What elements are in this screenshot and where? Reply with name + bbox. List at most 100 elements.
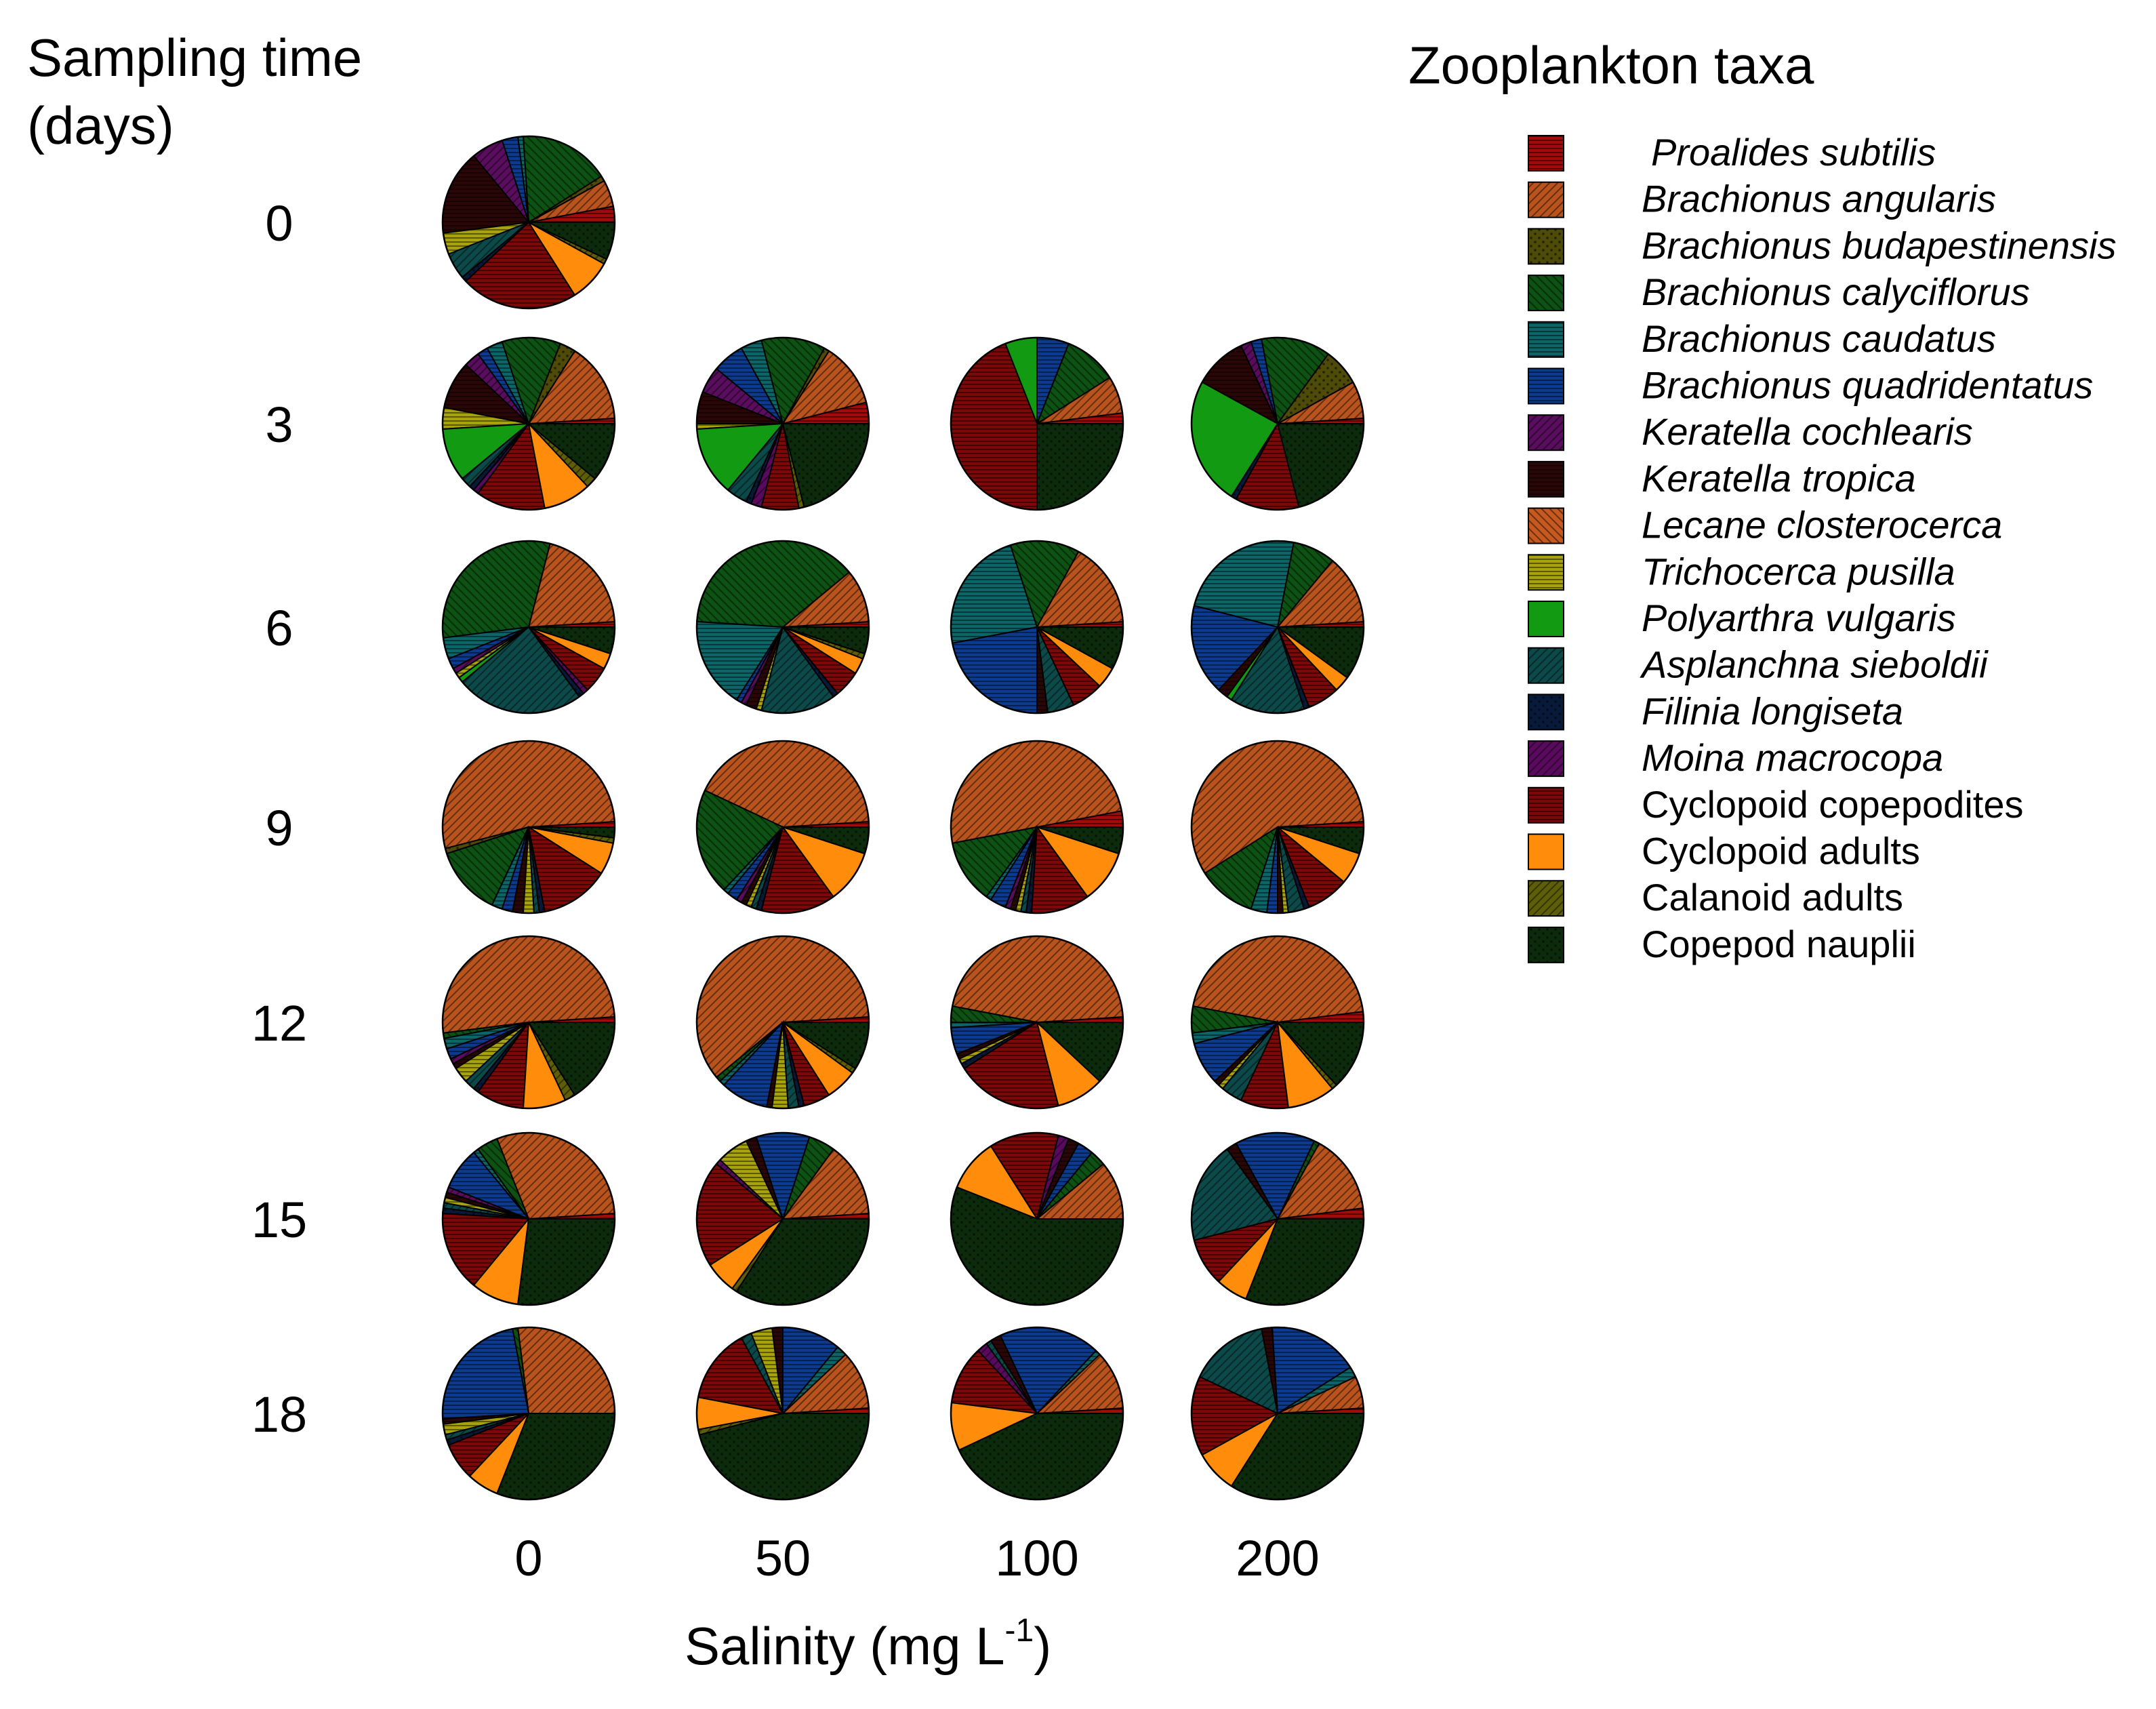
legend-label-k_tropica: Keratella tropica	[1642, 457, 1916, 500]
legend-swatch-moina	[1528, 740, 1564, 778]
pie-day-3-salinity-200	[1190, 336, 1365, 511]
legend-label-b_quadridentatus: Brachionus quadridentatus	[1642, 364, 2093, 407]
legend-item-b_quadridentatus: Brachionus quadridentatus	[1528, 364, 2093, 407]
pie-outline	[441, 1326, 616, 1501]
legend-swatch-b_calyciflorus	[1528, 275, 1564, 312]
legend-item-calanoid: Calanoid adults	[1528, 876, 1903, 919]
sampling-time-label-15: 15	[251, 1192, 307, 1248]
pie-day-0-salinity-0	[441, 135, 616, 310]
pie-day-3-salinity-0	[441, 336, 616, 511]
sampling-time-label-9: 9	[265, 800, 293, 856]
legend-item-b_budapestinensis: Brachionus budapestinensis	[1528, 224, 2116, 266]
pie-day-12-salinity-0	[441, 935, 616, 1110]
legend-label-b_angularis: Brachionus angularis	[1642, 178, 1996, 220]
pie-outline	[441, 135, 616, 310]
y-header-line-1: Sampling time	[27, 28, 362, 87]
pie-day-15-salinity-50	[695, 1131, 870, 1306]
x-axis-label-main: Salinity (mg L	[685, 1616, 1005, 1676]
pie-slice-b_quadridentatus	[442, 1328, 530, 1420]
legend-swatch-k_cochlearis	[1528, 414, 1564, 451]
pie-outline	[1190, 540, 1365, 715]
legend-item-nauplii: Copepod nauplii	[1528, 923, 1916, 965]
salinity-label-200: 200	[1236, 1530, 1319, 1586]
pie-day-6-salinity-200	[1190, 540, 1365, 715]
pie-outline	[1190, 740, 1365, 914]
pie-day-12-salinity-200	[1190, 935, 1365, 1110]
legend-label-moina: Moina macrocopa	[1642, 736, 1943, 779]
x-axis-label: Salinity (mg L-1)	[685, 1613, 1051, 1676]
pie-slice-b_angularis	[1192, 935, 1364, 1024]
pie-outline	[695, 336, 870, 511]
pie-outline	[695, 540, 870, 715]
legend-item-polyarthra: Polyarthra vulgaris	[1528, 597, 1956, 639]
legend-item-lecane: Lecane closterocerca	[1528, 504, 2002, 546]
pie-outline	[950, 540, 1124, 715]
legend-swatch-proalides	[1528, 135, 1564, 172]
pie-day-15-salinity-200	[1190, 1131, 1365, 1306]
pie-slice-nauplii	[516, 1218, 616, 1306]
salinity-label-0: 0	[514, 1530, 542, 1586]
pie-outline	[441, 540, 616, 715]
legend-swatch-b_quadridentatus	[1528, 367, 1564, 405]
pie-outline	[950, 935, 1124, 1110]
legend-swatch-filinia	[1528, 693, 1564, 731]
pie-day-18-salinity-200	[1190, 1326, 1365, 1501]
legend-label-calanoid: Calanoid adults	[1642, 876, 1903, 919]
pie-slice-b_angularis	[516, 1327, 616, 1414]
pie-day-15-salinity-100	[950, 1131, 1124, 1306]
salinity-label-50: 50	[755, 1530, 811, 1586]
y-header-line-2: (days)	[27, 96, 174, 155]
legend-item-asplanchna: Asplanchna sieboldii	[1528, 643, 1989, 686]
legend-label-b_caudatus: Brachionus caudatus	[1642, 317, 1996, 360]
legend-swatch-b_budapestinensis	[1528, 228, 1564, 265]
legend-item-b_angularis: Brachionus angularis	[1528, 178, 1996, 220]
pie-outline	[441, 740, 616, 914]
pie-day-6-salinity-50	[695, 540, 870, 715]
pie-day-3-salinity-100	[950, 336, 1124, 511]
legend-item-k_tropica: Keratella tropica	[1528, 457, 1916, 500]
pie-day-12-salinity-100	[950, 935, 1124, 1110]
pie-outline	[441, 935, 616, 1110]
legend-swatch-nauplii	[1528, 926, 1564, 963]
legend-item-b_calyciflorus: Brachionus calyciflorus	[1528, 270, 2030, 313]
legend-label-filinia: Filinia longiseta	[1642, 689, 1903, 732]
legend-swatch-polyarthra	[1528, 601, 1564, 637]
legend-item-proalides: Proalides subtilis	[1528, 131, 1936, 174]
pie-outline	[1190, 1131, 1365, 1306]
pie-day-9-salinity-50	[695, 740, 870, 914]
legend-swatch-asplanchna	[1528, 647, 1564, 684]
pie-outline	[950, 740, 1124, 914]
pie-day-9-salinity-200	[1190, 740, 1365, 914]
pie-outline	[1190, 1326, 1365, 1501]
pie-day-6-salinity-0	[441, 540, 616, 715]
pie-outline	[695, 935, 870, 1110]
legend-label-cyc_copepodites: Cyclopoid copepodites	[1642, 783, 2023, 826]
pie-outline	[695, 740, 870, 914]
pie-outline	[950, 1131, 1124, 1306]
pie-outline	[950, 1326, 1124, 1501]
sampling-time-label-6: 6	[265, 600, 293, 656]
sampling-time-label-0: 0	[265, 195, 293, 252]
legend-label-lecane: Lecane closterocerca	[1642, 504, 2002, 546]
pie-outline	[441, 1131, 616, 1306]
legend-label-k_cochlearis: Keratella cochlearis	[1642, 410, 1973, 453]
sampling-time-labels: 0 3 6 9 12 15 18	[251, 195, 307, 1443]
x-axis-label-sup: -1	[1005, 1613, 1034, 1649]
legend-item-k_cochlearis: Keratella cochlearis	[1528, 410, 1973, 453]
legend-title: Zooplankton taxa	[1408, 35, 1814, 95]
pie-slice-b_angularis	[442, 936, 615, 1034]
legend-swatch-cyc_adults	[1528, 833, 1564, 870]
pie-grid	[441, 135, 1365, 1501]
pie-day-12-salinity-50	[695, 935, 870, 1110]
pie-outline	[695, 1326, 870, 1501]
pie-slice-nauplii	[1036, 423, 1124, 511]
legend-swatch-k_tropica	[1528, 460, 1564, 498]
pie-outline	[1190, 935, 1365, 1110]
legend-item-cyc_copepodites: Cyclopoid copepodites	[1528, 783, 2023, 826]
legend-item-trichocerca: Trichocerca pusilla	[1528, 550, 1955, 592]
legend-item-moina: Moina macrocopa	[1528, 736, 1943, 779]
legend-label-nauplii: Copepod nauplii	[1642, 923, 1916, 965]
pie-day-9-salinity-0	[441, 740, 616, 914]
salinity-labels: 0 50 100 200	[514, 1530, 1319, 1586]
